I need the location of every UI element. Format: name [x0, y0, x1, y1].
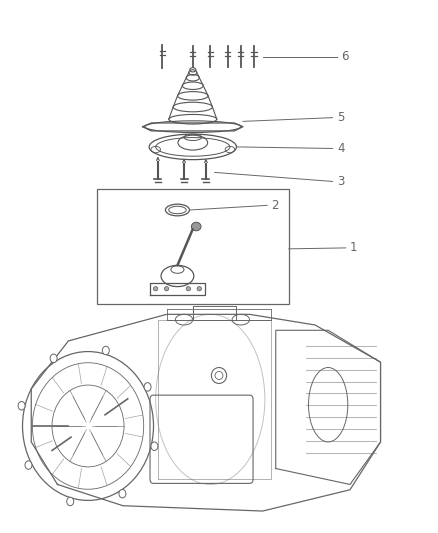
- Ellipse shape: [164, 287, 169, 291]
- Ellipse shape: [25, 461, 32, 470]
- Ellipse shape: [18, 401, 25, 410]
- Ellipse shape: [102, 346, 110, 355]
- Text: 3: 3: [337, 175, 344, 188]
- Ellipse shape: [191, 222, 201, 231]
- Text: 4: 4: [337, 142, 344, 155]
- Ellipse shape: [67, 497, 74, 506]
- Ellipse shape: [153, 287, 158, 291]
- Ellipse shape: [119, 489, 126, 498]
- Ellipse shape: [186, 287, 191, 291]
- Bar: [97, 189, 289, 304]
- Ellipse shape: [151, 442, 158, 450]
- Text: 5: 5: [337, 111, 344, 124]
- Bar: [193, 306, 237, 320]
- Text: 2: 2: [272, 199, 279, 212]
- Ellipse shape: [197, 287, 201, 291]
- Text: 6: 6: [341, 50, 349, 63]
- Ellipse shape: [50, 354, 57, 362]
- Ellipse shape: [144, 383, 151, 391]
- Text: 1: 1: [350, 241, 357, 254]
